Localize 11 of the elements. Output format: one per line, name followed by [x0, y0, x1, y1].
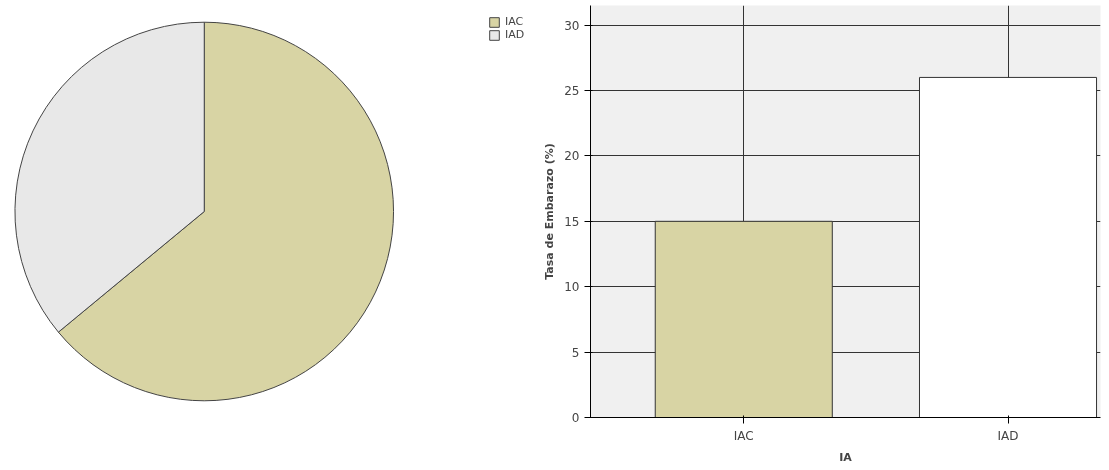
- y-tick-label: 0: [571, 411, 580, 425]
- legend-label: IAD: [505, 28, 525, 41]
- y-tick-label: 25: [564, 84, 580, 99]
- legend-label: IAC: [505, 15, 525, 28]
- y-tick-label: 20: [564, 149, 580, 164]
- y-axis-title: Tasa de Embarazo (%): [543, 143, 557, 280]
- y-tick-label: 5: [571, 345, 580, 360]
- y-tick-label: 10: [564, 280, 580, 295]
- x-axis-title: IA: [839, 450, 853, 464]
- y-tick-label: 30: [564, 18, 580, 33]
- y-tick-label: 15: [564, 214, 580, 229]
